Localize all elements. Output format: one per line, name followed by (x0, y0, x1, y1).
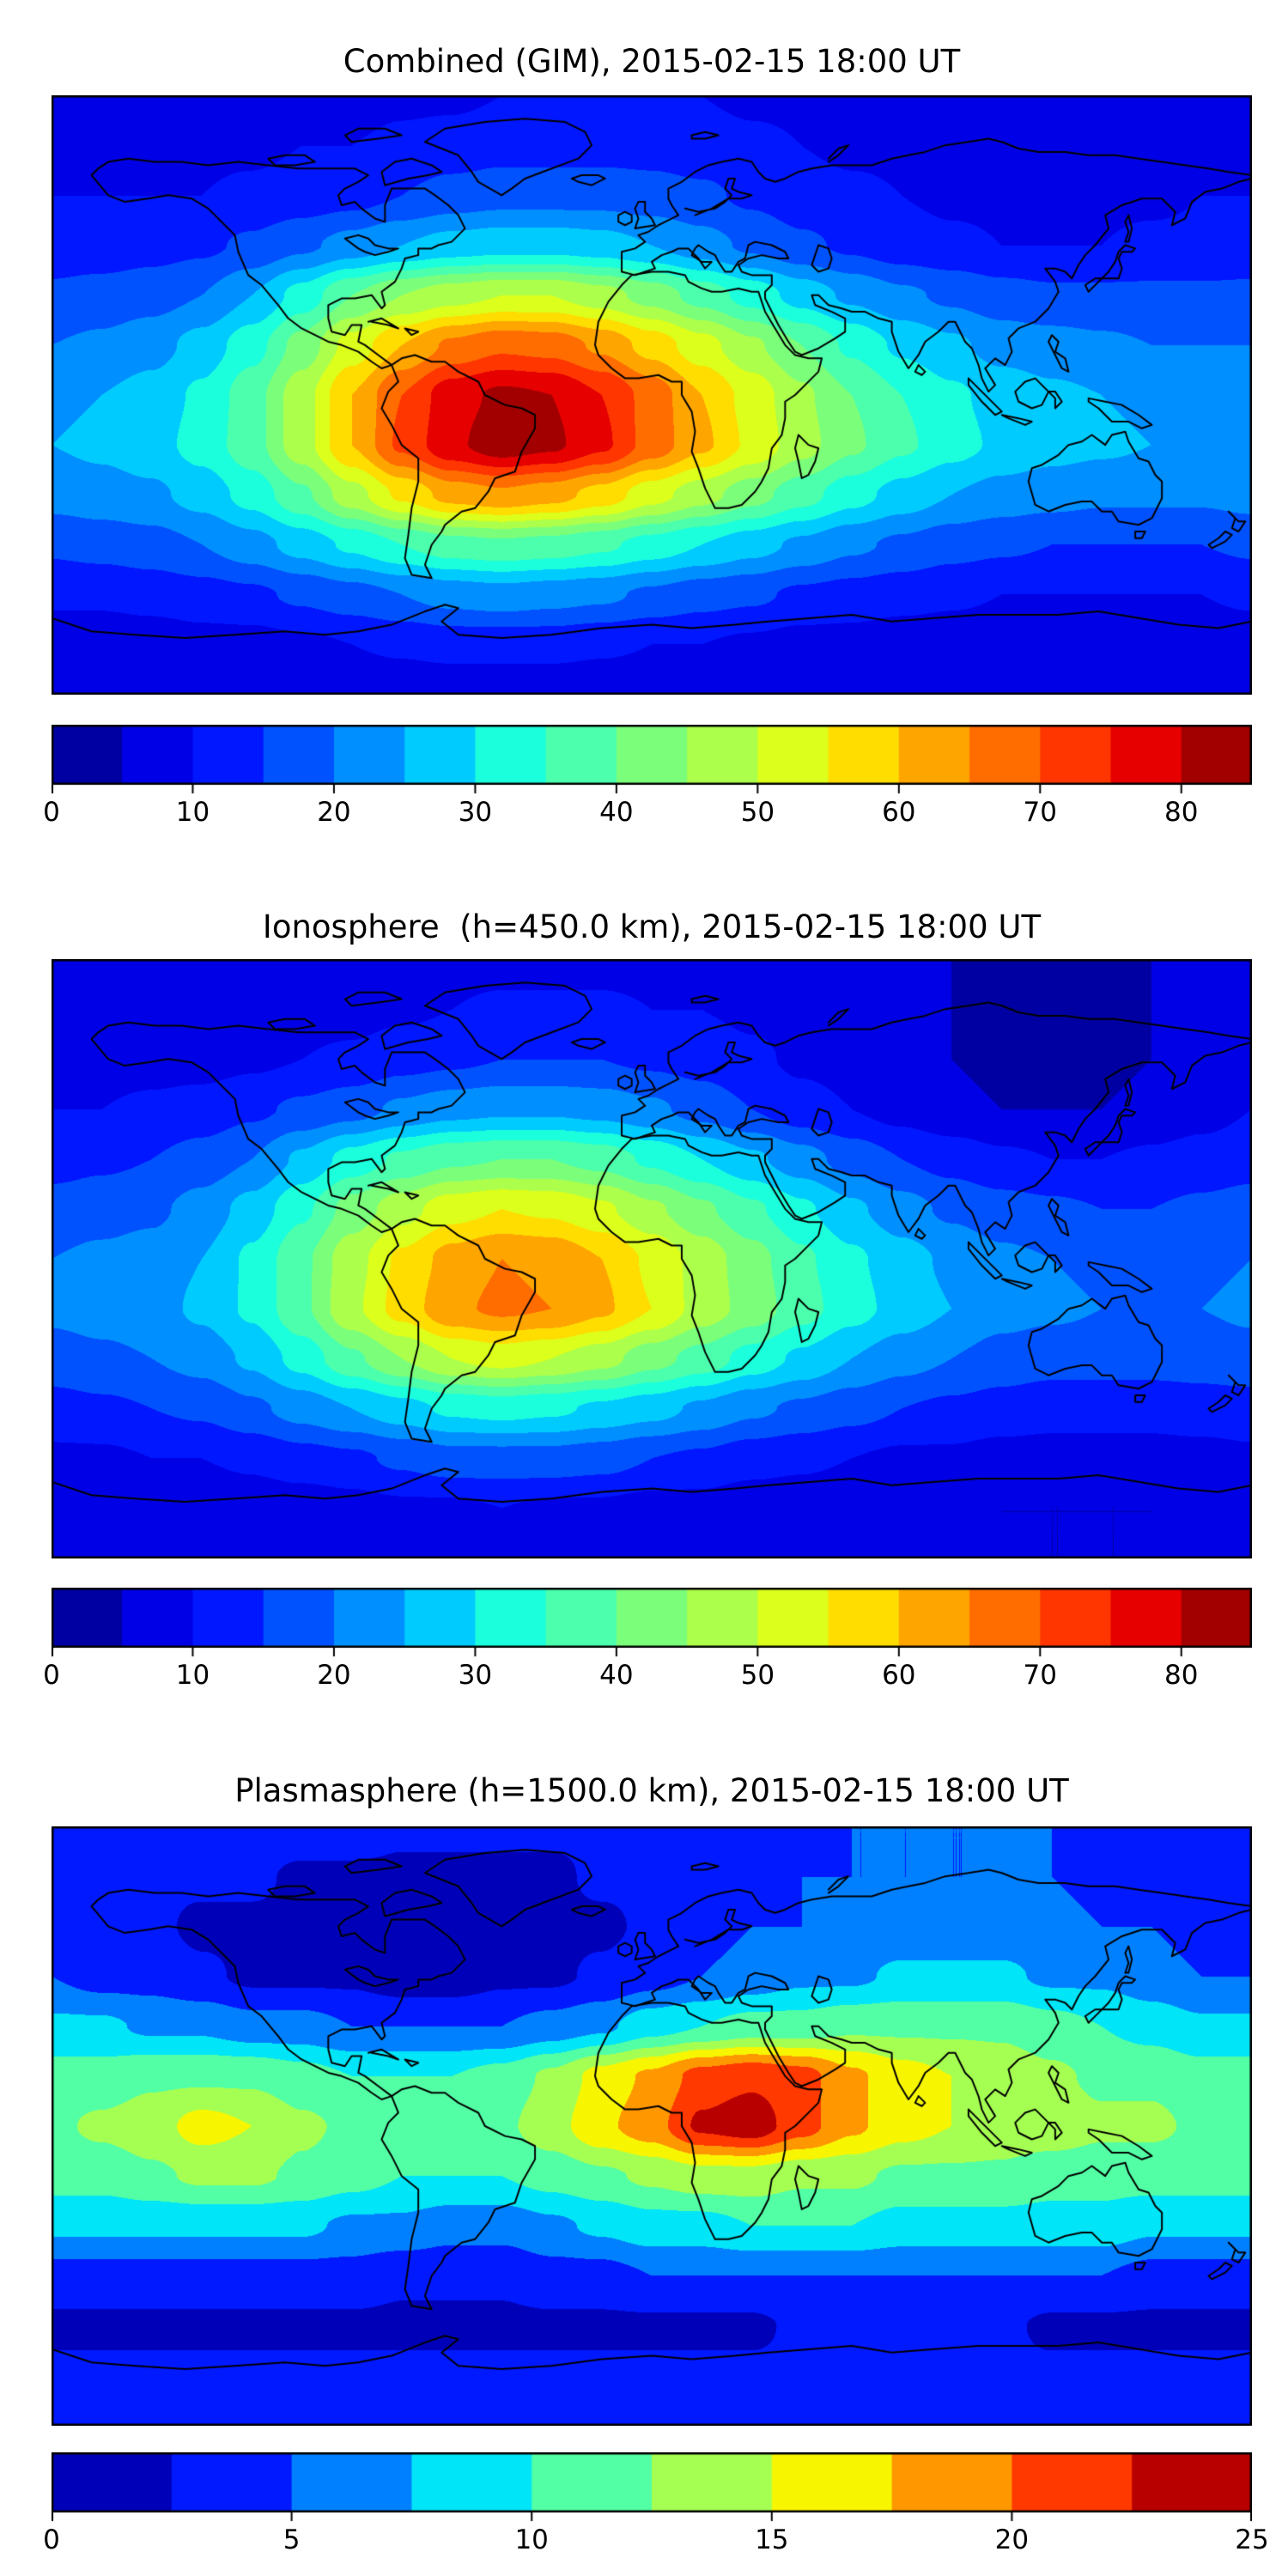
colorbar-tick-label: 10 (514, 2524, 549, 2555)
map-ionosphere (52, 959, 1252, 1558)
colorbar-tick-label: 80 (1164, 797, 1199, 828)
colorbar-tick-label: 70 (1023, 797, 1058, 828)
colorbar-plasmasphere (52, 2452, 1252, 2524)
colorbar-tick-label: 50 (740, 1660, 775, 1691)
colorbar-tick-label: 15 (755, 2524, 789, 2555)
map-plasmasphere (52, 1826, 1252, 2426)
colorbar-tick-label: 25 (1235, 2524, 1269, 2555)
colorbar-tick-label: 30 (458, 1660, 493, 1691)
panel-title-ionosphere: Ionosphere (h=450.0 km), 2015-02-15 18:0… (262, 908, 1042, 945)
panel-title-plasmasphere: Plasmasphere (h=1500.0 km), 2015-02-15 1… (234, 1772, 1069, 1809)
colorbar-tick-label: 30 (458, 797, 493, 828)
colorbar-combined (52, 725, 1252, 797)
colorbar-labels-plasmasphere: 0 5 10 15 20 25 (43, 2524, 1269, 2561)
colorbar-tick-label: 50 (740, 797, 775, 828)
colorbar-tick-label: 10 (175, 797, 210, 828)
colorbar-tick-label: 0 (43, 797, 60, 828)
colorbar-tick-label: 70 (1023, 1660, 1058, 1691)
colorbar-tick-label: 20 (317, 1660, 351, 1691)
colorbar-tick-label: 5 (283, 2524, 301, 2555)
colorbar-tick-label: 20 (994, 2524, 1030, 2555)
colorbar-ionosphere (52, 1588, 1252, 1660)
colorbar-tick-label: 80 (1164, 1660, 1199, 1691)
colorbar-tick-label: 0 (43, 2524, 60, 2555)
colorbar-tick-label: 0 (43, 1660, 60, 1691)
colorbar-tick-label: 60 (882, 797, 916, 828)
colorbar-labels-combined: 0 10 20 30 40 50 60 70 80 (43, 797, 1252, 833)
panel-title-combined: Combined (GIM), 2015-02-15 18:00 UT (343, 43, 961, 80)
colorbar-tick-label: 40 (599, 797, 634, 828)
colorbar-tick-label: 20 (317, 797, 351, 828)
colorbar-tick-label: 60 (882, 1660, 916, 1691)
colorbar-tick-label: 40 (599, 1660, 634, 1691)
map-combined (52, 95, 1252, 695)
colorbar-tick-label: 10 (175, 1660, 210, 1691)
colorbar-labels-ionosphere: 0 10 20 30 40 50 60 70 80 (43, 1660, 1252, 1696)
